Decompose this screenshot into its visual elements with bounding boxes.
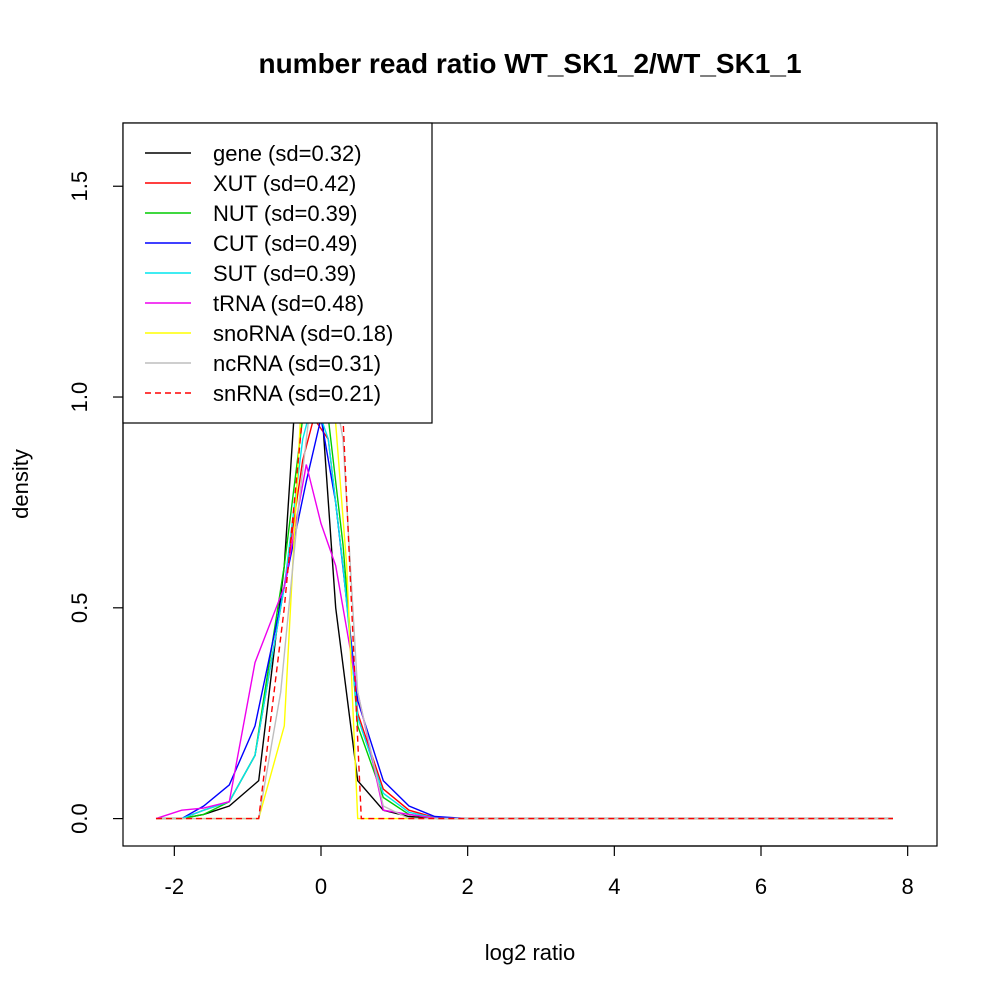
x-tick-label: 0 bbox=[315, 874, 327, 899]
legend-label-5: tRNA (sd=0.48) bbox=[213, 291, 364, 316]
x-tick-label: -2 bbox=[165, 874, 185, 899]
y-axis: 0.0 0.5 1.0 1.5 bbox=[67, 171, 124, 834]
legend-label-4: SUT (sd=0.39) bbox=[213, 261, 356, 286]
x-axis-label: log2 ratio bbox=[485, 940, 576, 965]
series-line-5 bbox=[155, 464, 893, 820]
chart-title: number read ratio WT_SK1_2/WT_SK1_1 bbox=[258, 48, 801, 79]
y-axis-label: density bbox=[8, 449, 33, 519]
y-tick-label: 1.5 bbox=[67, 171, 92, 202]
legend-label-3: CUT (sd=0.49) bbox=[213, 231, 357, 256]
x-tick-label: 2 bbox=[462, 874, 474, 899]
legend-label-1: XUT (sd=0.42) bbox=[213, 171, 356, 196]
legend-label-2: NUT (sd=0.39) bbox=[213, 201, 357, 226]
y-tick-label: 1.0 bbox=[67, 382, 92, 413]
x-tick-label: 8 bbox=[902, 874, 914, 899]
legend-label-0: gene (sd=0.32) bbox=[213, 141, 362, 166]
legend-label-8: snRNA (sd=0.21) bbox=[213, 381, 381, 406]
legend: gene (sd=0.32) XUT (sd=0.42) NUT (sd=0.39)… bbox=[122, 122, 433, 424]
y-tick-label: 0.0 bbox=[67, 803, 92, 834]
legend-label-7: ncRNA (sd=0.31) bbox=[213, 351, 381, 376]
x-tick-label: 4 bbox=[608, 874, 620, 899]
x-tick-label: 6 bbox=[755, 874, 767, 899]
y-tick-label: 0.5 bbox=[67, 593, 92, 624]
x-axis: -2 0 2 4 6 8 bbox=[165, 845, 914, 899]
legend-label-6: snoRNA (sd=0.18) bbox=[213, 321, 393, 346]
